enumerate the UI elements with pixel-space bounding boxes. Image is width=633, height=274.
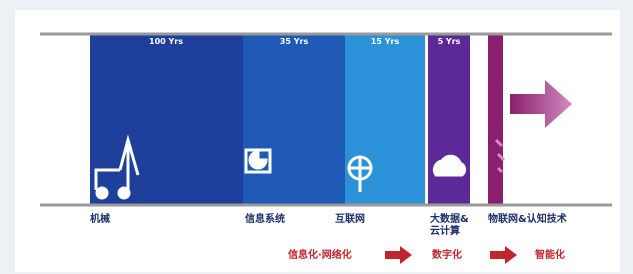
segment [90, 34, 243, 205]
page: 100 Yrs 35 Yrs 15 Yrs 5 Yrs 机械 信息系统 互联网 … [0, 0, 633, 274]
segment [488, 34, 503, 205]
diagram: 100 Yrs 35 Yrs 15 Yrs 5 Yrs 机械 信息系统 互联网 … [0, 0, 633, 274]
duration: 5 Yrs [438, 37, 461, 46]
duration: 35 Yrs [280, 37, 309, 46]
segment-name: 机械 [90, 212, 110, 225]
segment-name: 信息系统 [245, 212, 285, 225]
segment-name: 互联网 [335, 212, 365, 225]
stage: 信息化·网络化 [288, 248, 352, 261]
segment-name: 物联网&认知技术 [488, 212, 567, 225]
stage: 数字化 [432, 248, 462, 261]
segment [243, 34, 345, 205]
duration: 100 Yrs [149, 37, 183, 46]
segment [428, 34, 470, 205]
duration: 15 Yrs [371, 37, 400, 46]
stage: 智能化 [535, 248, 565, 261]
